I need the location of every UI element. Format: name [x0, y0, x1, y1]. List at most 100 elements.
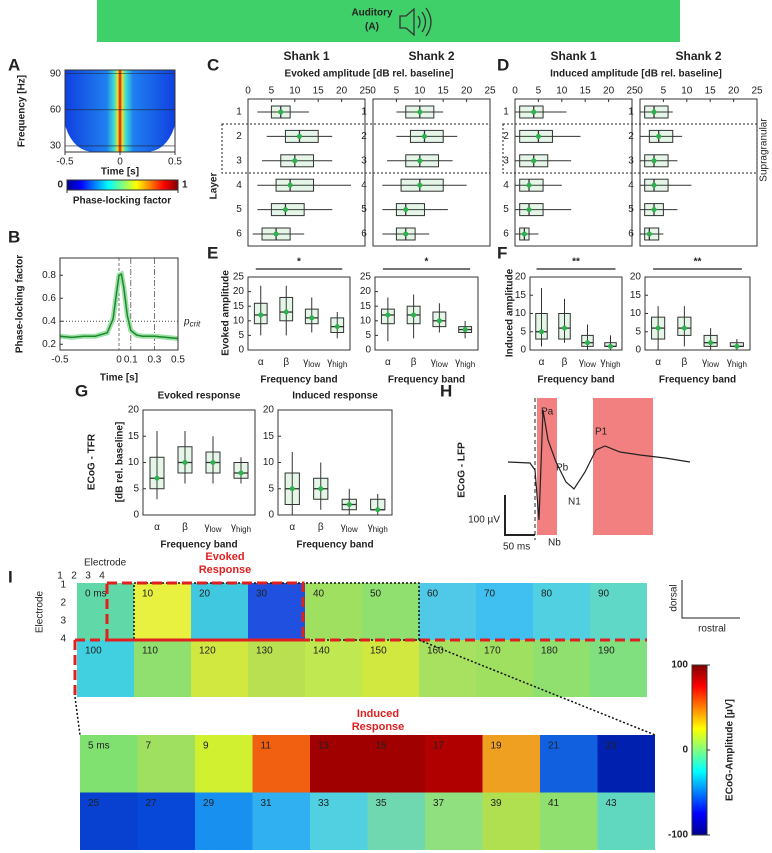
heatmap-tile [597, 792, 655, 850]
y-tick-label: 10 [360, 315, 372, 326]
axes-frame [374, 276, 479, 351]
median-dot [531, 158, 537, 164]
category-symbol: γ [702, 357, 707, 368]
significance: ** [572, 257, 580, 268]
y-tick-label: 15 [630, 290, 642, 301]
tile-label: 25 [88, 798, 100, 809]
box [395, 203, 425, 217]
x-tick-label: 20 [461, 86, 473, 97]
category-subscript: high [732, 360, 747, 369]
category-symbol: γ [204, 522, 209, 533]
category-symbol: γ [341, 522, 346, 533]
heatmap-tile [533, 640, 590, 697]
heatmap-tile [597, 735, 655, 793]
tile-label: 180 [541, 646, 558, 657]
colorbar [66, 179, 179, 191]
lfp-trace [507, 409, 691, 521]
x-tick-label: 10 [556, 86, 568, 97]
x-tick-label: 0.5 [171, 355, 185, 366]
layer-label: 5 [628, 204, 634, 215]
tile-label: 120 [199, 646, 216, 657]
x-tick-label: 5 [661, 86, 667, 97]
x-axis-label: Time [s] [101, 167, 139, 178]
heatmap-tile [482, 792, 540, 850]
heatmap-tile [305, 583, 362, 640]
header-title: Auditory [351, 8, 393, 19]
x-tick-label: 15 [580, 86, 592, 97]
layer-label: 3 [503, 155, 509, 166]
category-symbol: γ [455, 357, 460, 368]
electrode-label: 1 [57, 571, 63, 582]
heatmap-tile [419, 640, 476, 697]
median-dot [278, 109, 284, 115]
y-axis-label: Induced amplitude [505, 268, 516, 357]
median-dot [296, 133, 302, 139]
tile-label: 90 [598, 589, 610, 600]
layer-label: 5 [361, 204, 367, 215]
tile-label: 150 [370, 646, 387, 657]
category-symbol: γ [431, 357, 436, 368]
panel-title: Induced amplitude [dB rel. baseline] [550, 69, 722, 80]
category-subscript: low [209, 525, 221, 534]
median-dot [346, 502, 352, 507]
induced-window [73, 638, 647, 697]
median-dot [681, 325, 687, 331]
x-tick-label: 0 [245, 86, 251, 97]
median-dot [282, 207, 288, 213]
median-dot [238, 470, 244, 476]
tile-label: 140 [313, 646, 330, 657]
tile-label: 33 [318, 798, 330, 809]
panel-title: Evoked amplitude [dB rel. baseline] [285, 69, 454, 80]
induced-label: Induced [357, 708, 399, 720]
y-axis-label: [dB rel. baseline] [115, 422, 126, 503]
x-tick-label: 20 [603, 86, 615, 97]
category-subscript: high [460, 360, 475, 369]
colorbar-tick-label: 0 [682, 745, 688, 756]
colorbar-tick-label: -100 [668, 830, 688, 841]
line [59, 272, 179, 340]
evoked-label: Evoked [205, 551, 244, 563]
box [279, 296, 294, 322]
median-dot [708, 340, 714, 346]
median-dot [417, 182, 423, 188]
heatmap-tile [134, 583, 191, 640]
category-symbol: γ [727, 357, 732, 368]
colorbar-label: Phase-locking factor [73, 196, 171, 207]
heatmap-tile [248, 583, 305, 640]
heatmap-tile [362, 640, 419, 697]
category-label: β [681, 357, 687, 368]
layer-label: 4 [361, 180, 367, 191]
orientation-axes [681, 580, 740, 619]
tile-label: 13 [318, 741, 330, 752]
median-dot [562, 325, 567, 331]
tile-label: 39 [491, 798, 503, 809]
layer-label: 1 [236, 107, 242, 118]
tile-label: 9 [203, 741, 209, 752]
x-tick-label: 15 [313, 86, 325, 97]
category-symbol: γ [600, 357, 605, 368]
median-dot [526, 207, 532, 213]
significance: * [297, 257, 301, 268]
category-symbol: γ [368, 522, 373, 533]
axes-frame [59, 257, 179, 351]
layer-label: 1 [503, 107, 509, 118]
scale-label: 50 ms [503, 542, 530, 553]
heatmap-tile [252, 792, 310, 850]
layer-label: 2 [628, 131, 634, 142]
heatmap-tile [310, 735, 368, 793]
x-tick-label: 0 [117, 157, 123, 168]
tile-label: 23 [606, 741, 618, 752]
heatmap-tile [248, 640, 305, 697]
panel-letter: F [497, 243, 507, 262]
tile-label: 20 [199, 589, 211, 600]
tile-label: 10 [142, 589, 154, 600]
median-dot [651, 158, 657, 164]
peak-label: N1 [568, 497, 581, 508]
median-dot [531, 109, 537, 115]
category-label: γhigh [231, 522, 251, 534]
tile-label: 7 [146, 741, 152, 752]
x-tick-label: 25 [626, 86, 638, 97]
header-bar [97, 0, 680, 42]
category-symbol: γ [327, 357, 332, 368]
median-dot [318, 486, 324, 492]
